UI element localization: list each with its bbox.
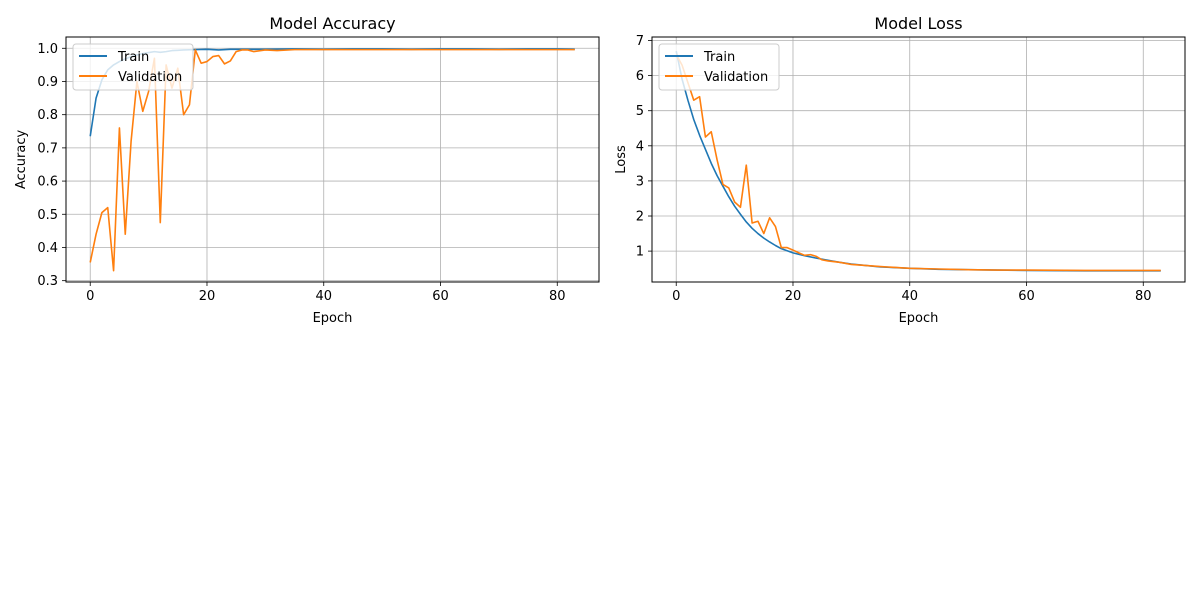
loss-validation-line <box>675 54 1161 272</box>
loss-y-tick-label: 5 <box>636 104 644 119</box>
loss-y-tick-label: 1 <box>636 245 644 260</box>
accuracy-y-tick-label: 0.7 <box>37 141 58 156</box>
loss-y-tick-label: 7 <box>636 34 644 49</box>
loss-legend-validation-label: Validation <box>704 70 768 85</box>
loss-x-tick-label: 80 <box>1135 289 1152 304</box>
accuracy-plot-frame <box>65 36 600 283</box>
loss-x-tick-label: 60 <box>1018 289 1035 304</box>
accuracy-y-tick-label: 1.0 <box>37 42 58 57</box>
accuracy-chart-title: Model Accuracy <box>269 14 395 33</box>
accuracy-x-tick-label: 80 <box>549 289 566 304</box>
loss-x-tick-label: 0 <box>672 289 680 304</box>
loss-series <box>675 50 1161 272</box>
accuracy-y-axis-label: Accuracy <box>14 130 29 190</box>
loss-legend: Train Validation <box>658 43 780 91</box>
loss-chart-title: Model Loss <box>874 14 962 33</box>
accuracy-validation-line <box>89 48 575 272</box>
loss-y-tick-label: 6 <box>636 69 644 84</box>
loss-legend-train-label: Train <box>703 50 735 65</box>
accuracy-x-ticks: 0 20 40 60 80 <box>86 282 566 304</box>
accuracy-x-tick-label: 0 <box>86 289 94 304</box>
loss-x-ticks: 0 20 40 60 80 <box>672 282 1152 304</box>
accuracy-y-tick-label: 0.8 <box>37 108 58 123</box>
accuracy-grid <box>66 37 599 282</box>
accuracy-y-tick-label: 0.4 <box>37 241 58 256</box>
accuracy-legend: Train Validation <box>72 43 194 91</box>
accuracy-y-tick-label: 0.9 <box>37 75 58 90</box>
loss-y-tick-label: 2 <box>636 210 644 225</box>
accuracy-x-axis-label: Epoch <box>313 311 353 326</box>
accuracy-chart: Model Accuracy 0 20 40 60 80 0.3 0.4 0.5 0.6 0.7… <box>14 14 600 326</box>
accuracy-x-tick-label: 20 <box>199 289 216 304</box>
accuracy-y-tick-label: 0.6 <box>37 175 58 190</box>
loss-x-tick-label: 40 <box>901 289 918 304</box>
accuracy-legend-train-label: Train <box>117 50 149 65</box>
loss-x-tick-label: 20 <box>785 289 802 304</box>
loss-y-ticks: 1 2 3 4 5 6 7 <box>636 34 652 260</box>
accuracy-legend-validation-label: Validation <box>118 70 182 85</box>
accuracy-x-tick-label: 60 <box>432 289 449 304</box>
loss-y-tick-label: 4 <box>636 139 644 154</box>
accuracy-x-tick-label: 40 <box>315 289 332 304</box>
loss-y-tick-label: 3 <box>636 174 644 189</box>
accuracy-y-tick-label: 0.3 <box>37 274 58 289</box>
accuracy-y-tick-label: 0.5 <box>37 208 58 223</box>
loss-x-axis-label: Epoch <box>899 311 939 326</box>
accuracy-y-ticks: 0.3 0.4 0.5 0.6 0.7 0.8 0.9 1.0 <box>37 42 66 289</box>
loss-y-axis-label: Loss <box>614 145 629 174</box>
loss-plot-frame <box>651 36 1186 283</box>
